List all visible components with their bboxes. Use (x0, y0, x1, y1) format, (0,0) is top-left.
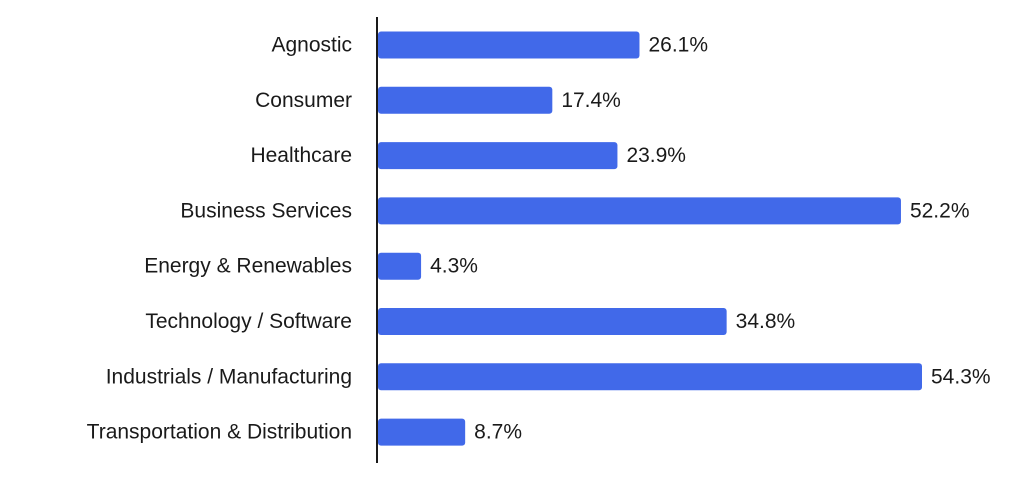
bar (378, 308, 727, 335)
category-label: Consumer (255, 89, 352, 112)
category-label: Industrials / Manufacturing (106, 365, 352, 388)
value-label: 8.7% (474, 421, 522, 444)
category-label: Transportation & Distribution (87, 421, 352, 444)
category-label: Energy & Renewables (144, 255, 352, 278)
value-label: 23.9% (626, 144, 686, 167)
bar (378, 252, 422, 280)
bar (378, 363, 922, 391)
category-label: Business Services (180, 199, 352, 222)
value-label: 26.1% (648, 34, 708, 57)
category-label: Agnostic (271, 34, 352, 57)
bar (378, 86, 553, 114)
bar (378, 142, 618, 170)
category-label: Healthcare (250, 144, 352, 167)
bar (378, 197, 901, 225)
category-label: Technology / Software (145, 310, 352, 333)
value-label: 52.2% (910, 199, 970, 222)
value-label: 4.3% (430, 255, 478, 278)
bar (378, 31, 640, 59)
value-label: 34.8% (736, 310, 796, 333)
value-label: 17.4% (561, 89, 621, 112)
bar (378, 418, 466, 446)
value-label: 54.3% (931, 365, 991, 388)
